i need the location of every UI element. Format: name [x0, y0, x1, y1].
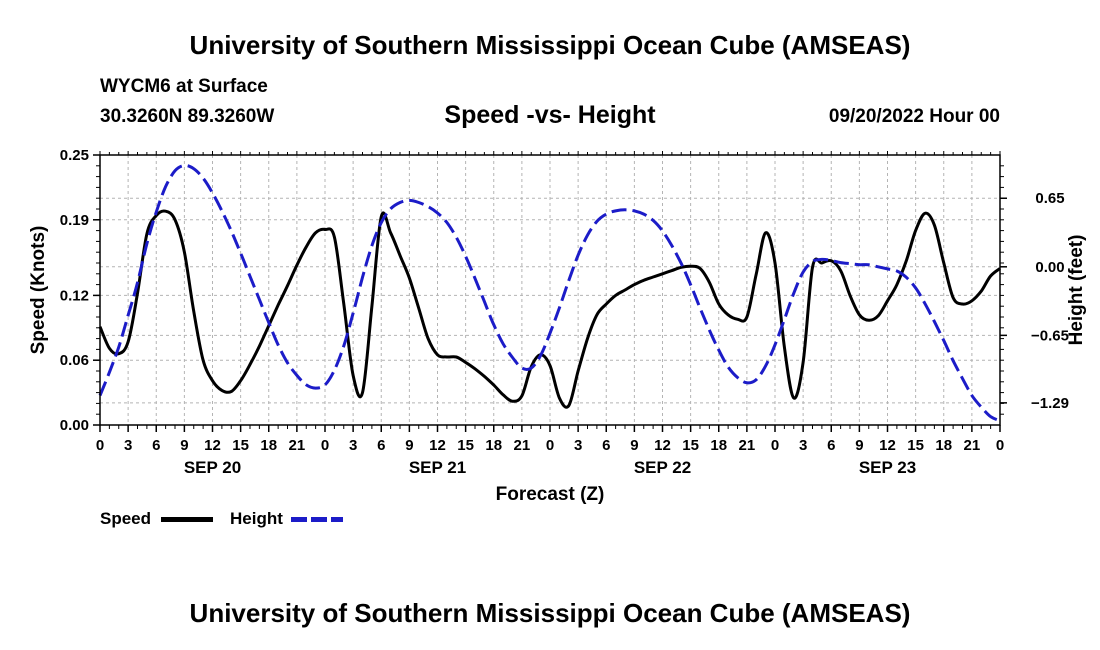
y-left-axis-title: Speed (Knots): [28, 226, 49, 355]
day-label: SEP 23: [859, 458, 916, 477]
day-label: SEP 21: [409, 458, 466, 477]
y-left-tick-label: 0.25: [60, 147, 89, 164]
height-series-line: [98, 163, 1001, 423]
y-right-tick-label: −1.29: [1031, 395, 1069, 412]
x-tick-label: 18: [485, 437, 502, 454]
x-tick-label: 0: [321, 437, 329, 454]
y-left-tick-label: 0.06: [60, 352, 89, 369]
main-title: University of Southern Mississippi Ocean…: [189, 30, 911, 60]
x-tick-label: 0: [96, 437, 104, 454]
x-tick-label: 9: [405, 437, 413, 454]
day-label: SEP 22: [634, 458, 691, 477]
x-tick-label: 3: [799, 437, 807, 454]
y-right-tick-label: 0.65: [1035, 190, 1064, 207]
legend-speed-swatch: [161, 517, 213, 522]
station-coordinates: 30.3260N 89.3260W: [100, 106, 275, 127]
forecast-datetime: 09/20/2022 Hour 00: [828, 106, 1000, 127]
speed-series-line: [98, 209, 1001, 409]
station-label: WYCM6 at Surface: [100, 76, 268, 97]
x-tick-label: 6: [827, 437, 835, 454]
x-tick-label: 9: [180, 437, 188, 454]
x-tick-label: 6: [152, 437, 160, 454]
x-tick-label: 6: [602, 437, 610, 454]
legend-speed-label: Speed: [100, 509, 152, 528]
x-tick-label: 15: [682, 437, 699, 454]
x-tick-label: 18: [935, 437, 952, 454]
day-label: SEP 20: [184, 458, 241, 477]
x-tick-label: 0: [546, 437, 554, 454]
x-tick-label: 21: [289, 437, 306, 454]
x-tick-label: 12: [654, 437, 671, 454]
x-tick-label: 21: [964, 437, 981, 454]
x-tick-label: 12: [204, 437, 221, 454]
axis-labels: 0 3 6 9 12 15 18 21 0 3 6 9 12 15 18 21 0 3 6 9 12 15 18 21 0 3 6 9…: [28, 147, 1087, 505]
x-tick-label: 15: [457, 437, 474, 454]
x-tick-label: 0: [771, 437, 779, 454]
x-tick-label: 9: [630, 437, 638, 454]
x-tick-label: 12: [879, 437, 896, 454]
x-tick-label: 0: [996, 437, 1004, 454]
x-tick-label: 21: [739, 437, 756, 454]
x-tick-label: 9: [855, 437, 863, 454]
x-tick-label: 18: [260, 437, 277, 454]
plot-frame: [99, 154, 1001, 426]
legend-height-label: Height: [230, 509, 283, 528]
x-axis-title: Forecast (Z): [496, 484, 605, 505]
footer-title: University of Southern Mississippi Ocean…: [189, 598, 911, 628]
series-layer: [98, 163, 1001, 423]
y-left-tick-label: 0.19: [60, 212, 89, 229]
grid-lines: [99, 154, 1001, 426]
legend-height-swatch: [291, 517, 343, 522]
x-tick-label: 15: [232, 437, 249, 454]
y-right-axis-title: Height (feet): [1066, 235, 1087, 346]
y-left-tick-label: 0.00: [60, 417, 89, 434]
y-right-tick-label: 0.00: [1035, 259, 1064, 276]
chart-title: Speed -vs- Height: [444, 101, 656, 129]
x-tick-label: 3: [349, 437, 357, 454]
x-tick-label: 18: [710, 437, 727, 454]
x-tick-label: 12: [429, 437, 446, 454]
x-tick-label: 3: [574, 437, 582, 454]
x-tick-label: 21: [514, 437, 531, 454]
y-right-tick-label: −0.65: [1031, 327, 1069, 344]
x-tick-label: 15: [907, 437, 924, 454]
y-left-tick-label: 0.12: [60, 287, 89, 304]
x-tick-label: 6: [377, 437, 385, 454]
x-tick-label: 3: [124, 437, 132, 454]
